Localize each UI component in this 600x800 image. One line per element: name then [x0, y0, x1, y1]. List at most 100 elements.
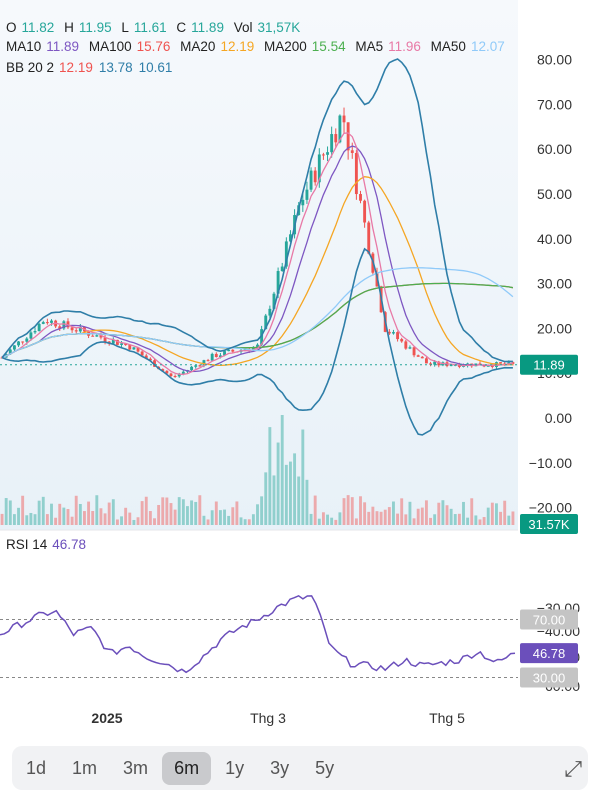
candle-body: [301, 199, 305, 206]
candle-body: [25, 338, 29, 342]
value-tags: 11.89 31.57K 70.00 30.00 46.78: [520, 354, 578, 688]
volume-bar: [70, 516, 74, 525]
volume-bar: [25, 515, 29, 525]
volume-bar: [103, 513, 107, 525]
volume-bar: [449, 508, 453, 525]
volume-tag-bg: [520, 514, 578, 534]
candle-body: [408, 347, 412, 349]
high-label: H: [64, 20, 74, 35]
candle-body: [181, 371, 185, 375]
ma100-label: MA100: [88, 39, 132, 54]
ma20-label: MA20: [180, 39, 216, 54]
timeframe-1d[interactable]: 1d: [26, 757, 47, 778]
volume-bar: [128, 512, 132, 525]
high-value: 11.95: [78, 20, 112, 35]
candle-body: [289, 234, 292, 242]
bb-lower-value: 10.61: [138, 60, 173, 75]
volume-label: Vol: [233, 20, 253, 35]
candle-body: [58, 326, 62, 329]
volume-tag: 31.57K: [528, 517, 570, 532]
volume-bar: [140, 501, 144, 525]
ma50-value: 12.07: [470, 39, 505, 54]
volume-bar: [12, 514, 16, 525]
candle-body: [412, 347, 416, 356]
rsi-value-tag: 46.78: [533, 646, 566, 661]
volume-bar: [441, 500, 445, 525]
price-pane-background: [0, 0, 518, 530]
candle-body: [115, 339, 119, 345]
candle-body: [424, 358, 428, 364]
volume-bar: [45, 514, 49, 525]
volume-bar: [470, 498, 474, 525]
bb-label: BB 20 2: [6, 60, 55, 75]
rsi-70-tag-bg: [520, 609, 578, 630]
candle-body: [330, 134, 334, 153]
rsi-value-tag-bg: [520, 643, 578, 664]
candle-body: [194, 365, 198, 367]
volume-bar: [326, 514, 329, 525]
candle-body: [120, 343, 123, 345]
timeframe-3y[interactable]: 3y: [270, 757, 290, 778]
candle-body: [499, 362, 503, 364]
volume-bar: [144, 496, 148, 525]
volume-bar: [54, 517, 58, 525]
volume-bar: [78, 503, 82, 525]
candle-body: [354, 152, 358, 195]
candle-body: [227, 349, 231, 352]
candle-body: [70, 327, 74, 331]
timeframe-5y[interactable]: 5y: [315, 757, 335, 778]
candle-body: [490, 365, 494, 368]
candle-body: [214, 353, 218, 357]
volume-bar: [21, 495, 25, 525]
candle-body: [420, 356, 424, 359]
price-tag-bg: [520, 354, 578, 375]
candle-body: [140, 351, 144, 356]
bb-legend: BB 20 2 12.19 13.78 10.61: [6, 60, 178, 75]
price-tag: 11.89: [533, 358, 565, 373]
candle-body: [21, 341, 25, 343]
price-axis-label: 80.00: [537, 52, 572, 68]
candle-body: [387, 331, 391, 334]
volume-bar: [420, 507, 424, 525]
candle-body: [124, 343, 128, 346]
rsi-pane-background: [0, 530, 518, 700]
rsi-value: 46.78: [52, 537, 87, 552]
candle-body: [173, 375, 177, 377]
volume-bar: [66, 509, 70, 525]
candle-body: [309, 170, 313, 190]
ma50-line: [1, 267, 514, 359]
candle-body: [12, 345, 16, 350]
volume-bar: [58, 503, 62, 525]
volume-bar: [198, 495, 202, 525]
volume-bar: [33, 514, 37, 525]
timeframe-1m[interactable]: 1m: [72, 757, 98, 778]
candle-body: [190, 366, 194, 371]
volume-bar: [499, 511, 503, 525]
volume-bar: [173, 509, 177, 525]
timeframe-1y[interactable]: 1y: [225, 757, 245, 778]
candle-body: [103, 337, 107, 342]
timeframe-6m[interactable]: 6m: [162, 751, 212, 785]
price-axis-label: 60.00: [537, 141, 572, 157]
volume-bar: [148, 511, 152, 525]
candle-body: [50, 320, 53, 323]
candle-body: [231, 349, 235, 352]
volume-bar: [62, 507, 66, 525]
candle-body: [416, 355, 420, 357]
volume-bar: [161, 497, 165, 525]
volume-bar: [474, 515, 478, 525]
ma5-label: MA5: [355, 39, 384, 54]
candle-body: [161, 369, 165, 371]
candle-body: [206, 360, 210, 362]
fullscreen-icon[interactable]: ⤢: [564, 756, 582, 781]
timeframe-3m[interactable]: 3m: [123, 757, 149, 778]
chart-canvas[interactable]: 80.0070.0060.0050.0040.0030.0020.0010.00…: [0, 0, 600, 740]
volume-bar: [379, 511, 383, 525]
volume-bar: [359, 496, 362, 525]
volume-bar: [124, 507, 128, 525]
volume-bar: [272, 475, 276, 525]
candle-body: [169, 373, 173, 376]
volume-bar: [486, 507, 490, 525]
candle-body: [256, 344, 259, 347]
volume-bar: [507, 515, 511, 525]
